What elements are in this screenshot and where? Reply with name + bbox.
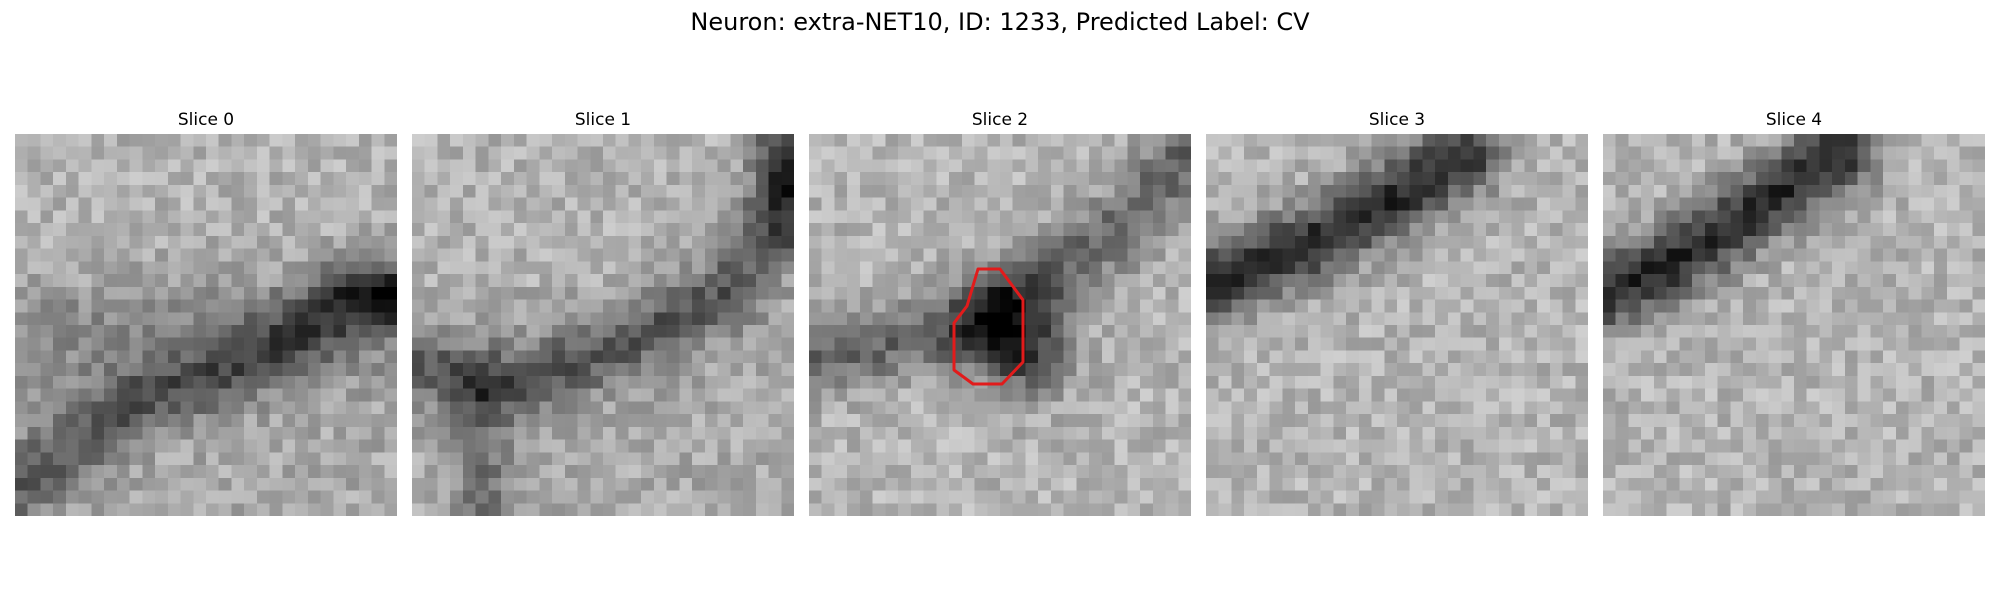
slice-0-canvas — [15, 134, 397, 516]
slice-3-image — [1206, 134, 1588, 516]
panel-title-slice-3: Slice 3 — [1368, 110, 1426, 130]
slice-2-image — [809, 134, 1191, 516]
slice-3-canvas — [1206, 134, 1588, 516]
figure-title: Neuron: extra-NET10, ID: 1233, Predicted… — [690, 8, 1310, 36]
slice-2-canvas — [809, 134, 1191, 516]
slice-4-image — [1603, 134, 1985, 516]
slice-1-canvas — [412, 134, 794, 516]
slice-0-image — [15, 134, 397, 516]
panel-title-slice-2: Slice 2 — [971, 110, 1029, 130]
slice-1-image — [412, 134, 794, 516]
panel-title-slice-1: Slice 1 — [574, 110, 632, 130]
panel-title-slice-4: Slice 4 — [1765, 110, 1823, 130]
panel-title-slice-0: Slice 0 — [177, 110, 235, 130]
slice-4-canvas — [1603, 134, 1985, 516]
